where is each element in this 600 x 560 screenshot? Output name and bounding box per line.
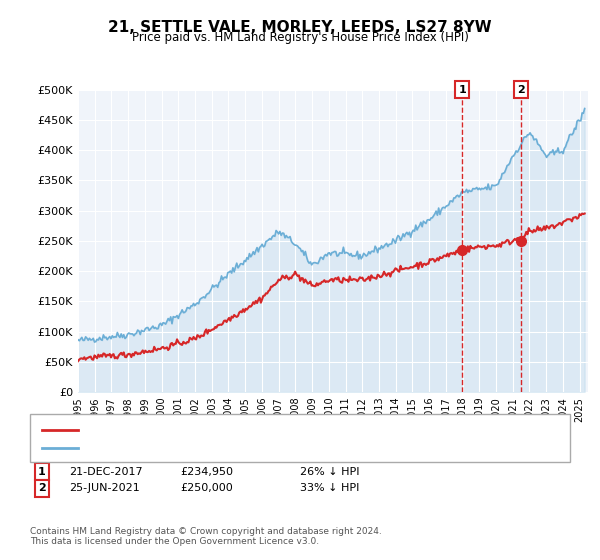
Text: 1: 1 <box>458 85 466 95</box>
Text: 2: 2 <box>517 85 524 95</box>
Text: 2: 2 <box>38 483 46 493</box>
Text: Price paid vs. HM Land Registry's House Price Index (HPI): Price paid vs. HM Land Registry's House … <box>131 31 469 44</box>
Text: 21-DEC-2017: 21-DEC-2017 <box>69 466 143 477</box>
Text: 1: 1 <box>38 466 46 477</box>
Text: Contains HM Land Registry data © Crown copyright and database right 2024.
This d: Contains HM Land Registry data © Crown c… <box>30 526 382 546</box>
Text: £234,950: £234,950 <box>180 466 233 477</box>
Text: HPI: Average price, detached house, Leeds: HPI: Average price, detached house, Leed… <box>81 443 304 453</box>
Text: 21, SETTLE VALE, MORLEY, LEEDS, LS27 8YW: 21, SETTLE VALE, MORLEY, LEEDS, LS27 8YW <box>108 20 492 35</box>
Text: 25-JUN-2021: 25-JUN-2021 <box>69 483 140 493</box>
Text: 33% ↓ HPI: 33% ↓ HPI <box>300 483 359 493</box>
Text: 26% ↓ HPI: 26% ↓ HPI <box>300 466 359 477</box>
Text: £250,000: £250,000 <box>180 483 233 493</box>
Text: 21, SETTLE VALE, MORLEY, LEEDS, LS27 8YW (detached house): 21, SETTLE VALE, MORLEY, LEEDS, LS27 8YW… <box>81 425 410 435</box>
